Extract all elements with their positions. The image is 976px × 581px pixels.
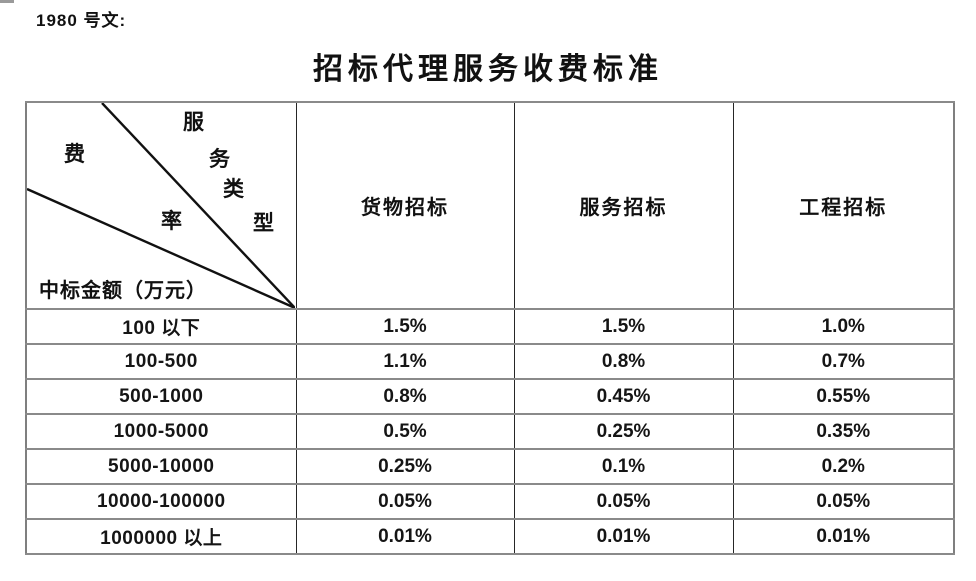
table-row: 1000000 以上 0.01% 0.01% 0.01% — [25, 518, 955, 555]
corner-amount-axis-label: 中标金额（万元） — [39, 280, 207, 302]
corner-char-service-4: 型 — [253, 211, 274, 235]
amount-range: 5000-10000 — [25, 448, 297, 485]
rate-engineering: 1.0% — [732, 308, 955, 345]
page-edge-artifact — [0, 0, 14, 3]
column-header-service: 服务招标 — [513, 101, 734, 310]
rate-goods: 1.5% — [295, 308, 515, 345]
table-row: 10000-100000 0.05% 0.05% 0.05% — [25, 483, 955, 520]
rate-engineering: 0.2% — [732, 448, 955, 485]
page-title: 招标代理服务收费标准 — [313, 53, 663, 86]
rate-engineering: 0.35% — [732, 413, 955, 450]
diagonal-lines — [27, 104, 295, 307]
rate-engineering: 0.55% — [732, 378, 955, 415]
table-row: 100-500 1.1% 0.8% 0.7% — [25, 343, 955, 380]
corner-char-rate-2: 率 — [161, 209, 182, 233]
amount-range: 100 以下 — [25, 308, 297, 345]
table-row: 100 以下 1.5% 1.5% 1.0% — [25, 308, 955, 345]
rate-service: 0.05% — [513, 483, 734, 520]
column-header-goods: 货物招标 — [295, 101, 515, 310]
table-row: 500-1000 0.8% 0.45% 0.55% — [25, 378, 955, 415]
corner-char-rate-1: 费 — [64, 142, 85, 166]
corner-char-service-3: 类 — [223, 177, 244, 201]
diagonal-corner-cell: 服 务 类 型 费 率 中标金额（万元） — [25, 101, 297, 310]
corner-char-service-1: 服 — [183, 110, 204, 134]
corner-char-service-2: 务 — [209, 147, 230, 171]
rate-goods: 0.01% — [295, 518, 515, 555]
amount-range: 1000000 以上 — [25, 518, 297, 555]
rate-goods: 0.25% — [295, 448, 515, 485]
rate-goods: 1.1% — [295, 343, 515, 380]
rate-service: 0.8% — [513, 343, 734, 380]
rate-service: 0.45% — [513, 378, 734, 415]
rate-goods: 0.5% — [295, 413, 515, 450]
amount-range: 100-500 — [25, 343, 297, 380]
rate-service: 1.5% — [513, 308, 734, 345]
amount-range: 10000-100000 — [25, 483, 297, 520]
table-row: 1000-5000 0.5% 0.25% 0.35% — [25, 413, 955, 450]
rate-service: 0.1% — [513, 448, 734, 485]
rate-engineering: 0.05% — [732, 483, 955, 520]
column-header-engineering: 工程招标 — [732, 101, 955, 310]
rate-engineering: 0.7% — [732, 343, 955, 380]
fee-standard-table: 服 务 类 型 费 率 中标金额（万元） 货物招标 服务招标 工程招标 100 … — [25, 101, 955, 555]
amount-range: 500-1000 — [25, 378, 297, 415]
rate-service: 0.25% — [513, 413, 734, 450]
rate-goods: 0.05% — [295, 483, 515, 520]
doc-number: 1980 号文: — [36, 11, 127, 30]
table-header-row: 服 务 类 型 费 率 中标金额（万元） 货物招标 服务招标 工程招标 — [25, 101, 955, 310]
amount-range: 1000-5000 — [25, 413, 297, 450]
rate-engineering: 0.01% — [732, 518, 955, 555]
rate-service: 0.01% — [513, 518, 734, 555]
table-row: 5000-10000 0.25% 0.1% 0.2% — [25, 448, 955, 485]
diagonal-corner-box: 服 务 类 型 费 率 中标金额（万元） — [27, 104, 295, 307]
rate-goods: 0.8% — [295, 378, 515, 415]
